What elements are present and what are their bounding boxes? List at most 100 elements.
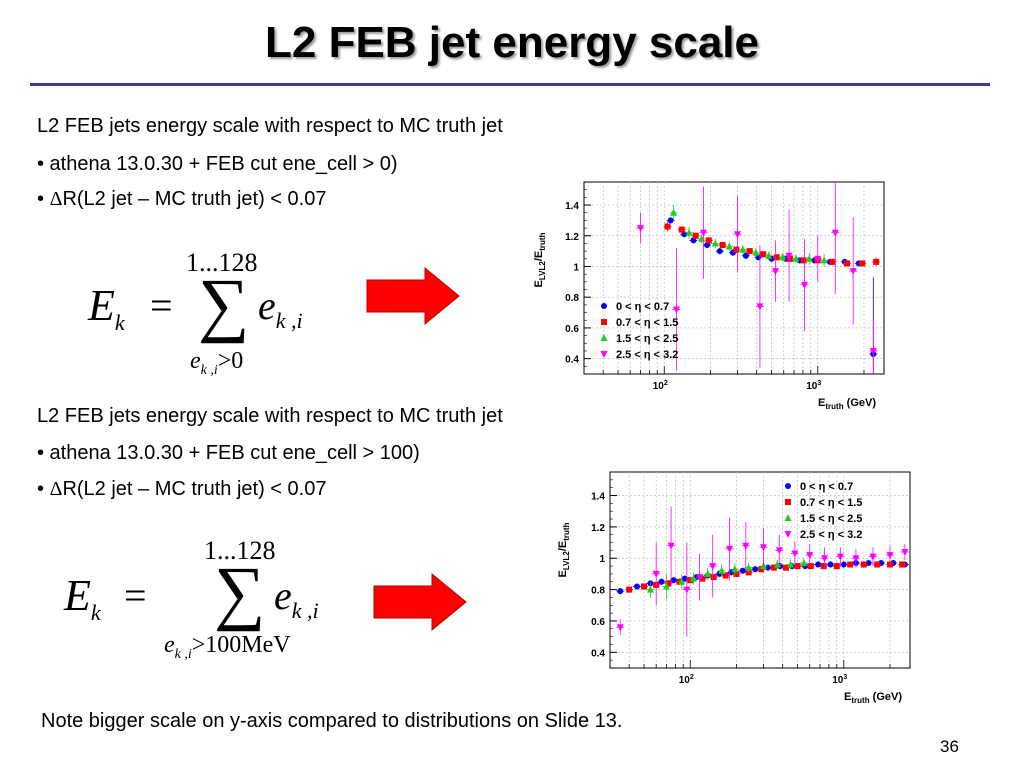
data-point [699, 575, 706, 582]
data-point [718, 566, 726, 574]
data-point [664, 223, 671, 230]
data-point [705, 237, 712, 244]
data-point [636, 225, 644, 233]
chart-energy-scale-cut100: 0.4 0.6 0.8 1 1.2 1.4 102 103 Etruth (GeV) ELVL2/… [557, 471, 911, 705]
y-tick-label: 0.6 [591, 617, 605, 628]
series-3 [636, 182, 878, 374]
data-point [860, 561, 867, 568]
legend-label: 0.7 < η < 1.5 [800, 497, 862, 509]
data-point [886, 552, 894, 560]
data-point [704, 569, 712, 577]
data-point [820, 563, 827, 570]
eq1-lower-limit: ek ,i>0 [190, 348, 243, 379]
eq2-lhs-subscript: k [90, 599, 101, 625]
data-point [710, 574, 717, 581]
data-point [725, 242, 733, 250]
eq2-equals: = [124, 573, 147, 618]
data-point [616, 624, 624, 632]
data-point [745, 563, 753, 571]
data-point [775, 547, 783, 555]
data-point [687, 577, 694, 584]
arrow-1-shape [366, 266, 460, 326]
data-point [634, 583, 641, 590]
block1-heading: L2 FEB jets energy scale with respect to… [37, 115, 503, 137]
eq2-lhs: Ek [64, 570, 101, 626]
data-point [665, 580, 672, 587]
data-point [731, 565, 739, 573]
legend-label: 0 < η < 0.7 [616, 301, 669, 313]
data-point [652, 570, 660, 578]
legend-marker [785, 499, 791, 505]
data-point [742, 252, 749, 259]
legend-label: 1.5 < η < 2.5 [800, 513, 862, 525]
data-point [670, 577, 677, 584]
data-point [696, 574, 704, 582]
data-point [626, 586, 633, 593]
data-point [770, 564, 777, 571]
data-point [662, 582, 670, 590]
data-point [831, 229, 839, 237]
bullet-marker: • [37, 478, 50, 500]
y-tick-label: 0.8 [591, 586, 605, 597]
legend-label: 2.5 < η < 3.2 [616, 349, 678, 361]
eq1-lower-subscript: k ,i [200, 362, 218, 378]
data-point [756, 303, 764, 311]
legend-label: 1.5 < η < 2.5 [616, 333, 678, 345]
data-point [787, 255, 794, 262]
eq2-lower-condition: >100MeV [191, 632, 291, 658]
data-point [641, 583, 648, 590]
data-point [806, 552, 814, 560]
data-point [670, 208, 678, 216]
eq1-lower-symbol: e [190, 348, 201, 374]
block1-bullet1: • athena 13.0.30 + FEB cut ene_cell > 0) [37, 153, 398, 175]
data-point [771, 268, 779, 276]
data-point [901, 548, 909, 556]
chart-energy-scale-cut0: 0.4 0.6 0.8 1 1.2 1.4 102 103 Etruth (GeV) ELVL2/… [533, 181, 885, 411]
data-point [820, 256, 828, 264]
eq2-upper-limit: 1...128 [204, 536, 276, 565]
block2-bullet1: • athena 13.0.30 + FEB cut ene_cell > 10… [37, 442, 420, 464]
arrow-2-shape [373, 572, 467, 632]
data-point [685, 228, 693, 236]
data-point [681, 575, 688, 582]
data-point [800, 257, 807, 264]
data-point [733, 246, 740, 253]
bullet2-text: R(L2 jet – MC truth jet) < 0.07 [62, 478, 327, 500]
data-point [800, 558, 808, 566]
arrow-1 [366, 266, 460, 326]
data-point [805, 254, 813, 262]
data-point [760, 251, 767, 258]
data-point [692, 232, 699, 239]
data-point [847, 561, 854, 568]
eq1-lhs-symbol: E [88, 281, 115, 330]
data-point [746, 248, 753, 255]
y-tick-label: 1 [599, 554, 605, 565]
data-point [734, 231, 742, 239]
eq1-upper-limit: 1...128 [186, 248, 258, 277]
x-tick-label: 103 [806, 380, 821, 392]
eq2-term-subscript: k ,i [291, 598, 319, 623]
data-point [791, 550, 799, 558]
eq1-term-subscript: k ,i [275, 308, 303, 333]
y-axis-label: ELVL2/Etruth [533, 232, 547, 287]
data-point [678, 226, 685, 233]
legend: 0 < η < 0.7 0.7 < η < 1.5 1.5 < η < 2.5 2.5… [784, 481, 862, 541]
data-point [716, 248, 723, 255]
data-point [690, 237, 697, 244]
data-point [758, 566, 765, 573]
delta-symbol: Δ [49, 188, 63, 210]
data-point [667, 217, 674, 224]
data-point [733, 570, 740, 577]
data-point [814, 255, 822, 263]
data-point [722, 572, 729, 579]
series-3 [616, 506, 909, 637]
legend-label: 2.5 < η < 3.2 [800, 529, 862, 541]
title-divider [30, 83, 990, 86]
bullet2-text: R(L2 jet – MC truth jet) < 0.07 [62, 188, 327, 210]
slide-title: L2 FEB jet energy scale [265, 18, 759, 67]
data-point [739, 245, 747, 253]
block2-bullet2: • ΔR(L2 jet – MC truth jet) < 0.07 [37, 478, 326, 501]
block1-bullet2: • ΔR(L2 jet – MC truth jet) < 0.07 [37, 188, 326, 211]
data-point [801, 281, 809, 289]
legend-label: 0 < η < 0.7 [800, 481, 853, 493]
